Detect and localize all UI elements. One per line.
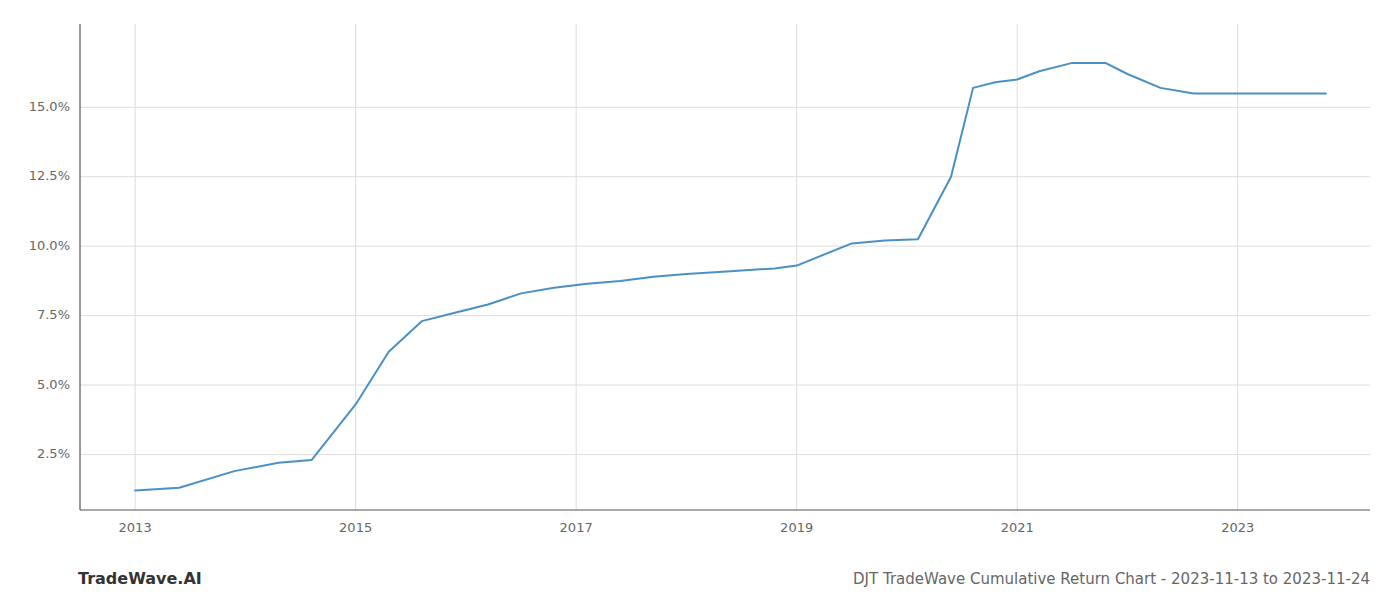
x-tick-label: 2023: [1221, 520, 1254, 535]
texts: TradeWave.AI DJT TradeWave Cumulative Ret…: [78, 569, 1370, 588]
y-grid-line: [80, 315, 1370, 316]
y-tick-label: 7.5%: [37, 307, 70, 322]
y-tick-label: 5.0%: [37, 377, 70, 392]
x-grid-line: [796, 24, 797, 510]
tick-labels: 2.5% 5.0% 7.5% 10.0% 12.5% 15.0% 2013 2015 2017 2…: [29, 99, 1255, 535]
watermark: TradeWave.AI: [78, 569, 202, 588]
x-grid-line: [576, 24, 577, 510]
x-grid-line: [1017, 24, 1018, 510]
x-tick-label: 2019: [780, 520, 813, 535]
chart-title: DJT TradeWave Cumulative Return Chart - …: [853, 570, 1370, 588]
x-axis-line: [80, 509, 1370, 510]
x-tick-label: 2021: [1001, 520, 1034, 535]
x-grid-line: [1237, 24, 1238, 510]
x-grid-line: [135, 24, 136, 510]
x-tick-label: 2013: [119, 520, 152, 535]
y-axis-line: [79, 24, 80, 510]
y-grid-line: [80, 246, 1370, 247]
x-grid-line: [355, 24, 356, 510]
x-tick-label: 2015: [339, 520, 372, 535]
data-line: [135, 63, 1326, 491]
x-tick-label: 2017: [560, 520, 593, 535]
chart: 2.5% 5.0% 7.5% 10.0% 12.5% 15.0% 2013 2015 2017 2…: [0, 0, 1400, 600]
y-grid-line: [80, 454, 1370, 455]
axes: [80, 24, 1370, 510]
y-tick-label: 10.0%: [29, 238, 70, 253]
y-tick-label: 12.5%: [29, 168, 70, 183]
series: [135, 63, 1326, 491]
y-grid-line: [80, 107, 1370, 108]
y-tick-label: 2.5%: [37, 446, 70, 461]
y-grid-line: [80, 385, 1370, 386]
y-tick-label: 15.0%: [29, 99, 70, 114]
grid: [80, 24, 1370, 510]
y-grid-line: [80, 176, 1370, 177]
